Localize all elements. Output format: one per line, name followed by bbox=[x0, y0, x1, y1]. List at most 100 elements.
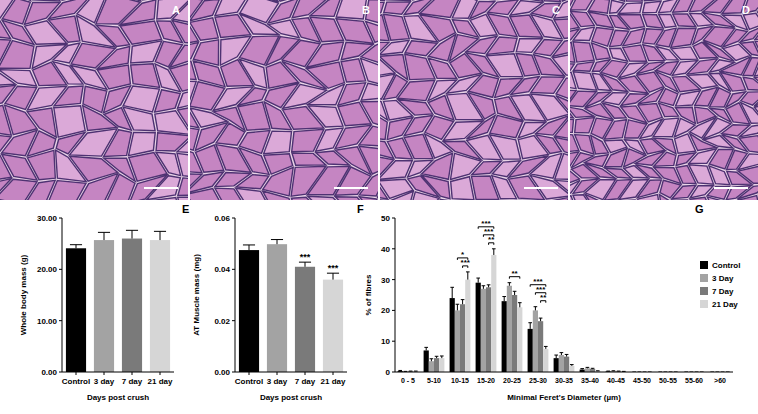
error-bar bbox=[430, 359, 434, 361]
bar bbox=[455, 310, 460, 372]
bar bbox=[460, 304, 465, 372]
error-cap bbox=[435, 356, 439, 357]
y-tick bbox=[59, 218, 62, 219]
error-cap bbox=[482, 285, 486, 286]
y-tick-label: 0.04 bbox=[214, 265, 230, 274]
bar bbox=[512, 295, 517, 372]
error-cap bbox=[409, 371, 413, 372]
panel-label: G bbox=[695, 203, 704, 215]
y-tick-label: 20.00 bbox=[37, 265, 58, 274]
y-tick bbox=[392, 218, 395, 219]
x-tick-label: 30-35 bbox=[555, 377, 573, 384]
x-axis bbox=[62, 372, 174, 373]
significance-label: * bbox=[461, 250, 465, 259]
scale-bar bbox=[524, 187, 558, 189]
error-cap bbox=[534, 306, 538, 307]
error-bar bbox=[554, 355, 558, 358]
error-bar bbox=[513, 291, 517, 295]
x-tick-label: 21 day bbox=[148, 377, 173, 386]
bar bbox=[465, 280, 470, 372]
muscle-fibers-light bbox=[190, 0, 378, 200]
y-tick-label: 40 bbox=[381, 245, 390, 254]
bar bbox=[439, 358, 444, 372]
error-bar bbox=[580, 368, 584, 370]
bar bbox=[569, 366, 574, 372]
y-tick bbox=[232, 320, 235, 321]
bar bbox=[295, 267, 315, 372]
muscle-fibers-light bbox=[0, 0, 188, 200]
error-bar bbox=[398, 370, 402, 372]
error-bar bbox=[70, 245, 82, 249]
panel-label: C bbox=[552, 4, 560, 16]
error-bar bbox=[596, 370, 600, 371]
legend-swatch bbox=[700, 287, 708, 295]
error-cap bbox=[476, 278, 480, 279]
y-axis bbox=[395, 218, 396, 372]
error-stem bbox=[277, 240, 278, 245]
histology-image bbox=[0, 0, 188, 200]
legend-swatch bbox=[700, 261, 708, 269]
error-stem bbox=[333, 273, 334, 279]
error-bar bbox=[424, 347, 428, 350]
error-cap bbox=[560, 352, 564, 353]
significance-label: *** bbox=[328, 263, 339, 273]
error-stem bbox=[504, 297, 505, 302]
error-cap bbox=[440, 355, 444, 356]
x-tick-label: 7 day bbox=[295, 377, 316, 386]
error-cap bbox=[539, 318, 543, 319]
error-cap bbox=[487, 284, 491, 285]
plot-area bbox=[239, 240, 343, 372]
y-tick-label: 30 bbox=[381, 276, 390, 285]
significance-label: *** bbox=[461, 258, 471, 267]
y-tick-label: 10.00 bbox=[37, 317, 58, 326]
error-stem bbox=[76, 245, 77, 249]
error-bar bbox=[534, 307, 538, 311]
error-cap bbox=[126, 230, 138, 231]
y-tick bbox=[232, 218, 235, 219]
bar bbox=[476, 283, 481, 372]
x-tick-label: 45-50 bbox=[633, 377, 651, 384]
bar bbox=[533, 310, 538, 372]
error-cap bbox=[570, 364, 574, 365]
bar bbox=[424, 350, 429, 372]
x-tick-label: 0 - 5 bbox=[401, 377, 415, 384]
error-stem bbox=[249, 245, 250, 250]
muscle-fibers bbox=[190, 0, 378, 200]
bar bbox=[559, 355, 564, 372]
bar bbox=[528, 329, 533, 372]
x-tick-label: 3 day bbox=[94, 377, 115, 386]
error-stem bbox=[514, 291, 515, 295]
significance-label: *** bbox=[300, 252, 311, 262]
muscle-fibers-light bbox=[380, 0, 568, 200]
muscle-fibers bbox=[570, 0, 758, 200]
significance-label: *** bbox=[536, 285, 546, 294]
y-tick-label: 0.00 bbox=[214, 368, 230, 377]
error-bar bbox=[482, 286, 486, 289]
y-tick bbox=[392, 372, 395, 373]
y-tick bbox=[392, 341, 395, 342]
legend-swatch bbox=[700, 274, 708, 282]
panel-label: E bbox=[182, 203, 189, 215]
bar bbox=[122, 239, 142, 372]
y-tick-label: 0.02 bbox=[214, 317, 230, 326]
bar bbox=[491, 255, 496, 372]
plot-area bbox=[398, 249, 730, 372]
x-tick-label: 55-60 bbox=[685, 377, 703, 384]
error-bar bbox=[327, 273, 339, 279]
error-cap bbox=[271, 239, 283, 240]
error-cap bbox=[461, 299, 465, 300]
error-cap bbox=[154, 231, 166, 232]
error-bar bbox=[450, 287, 454, 298]
error-stem bbox=[519, 303, 520, 308]
x-tick-label: 25-30 bbox=[529, 377, 547, 384]
x-tick-label: >60 bbox=[714, 377, 726, 384]
legend-label: Control bbox=[712, 261, 740, 270]
error-bar bbox=[539, 318, 543, 321]
y-tick bbox=[59, 269, 62, 270]
histology-image bbox=[190, 0, 378, 200]
scale-bar bbox=[144, 187, 178, 189]
error-bar bbox=[508, 283, 512, 286]
bar bbox=[585, 368, 590, 372]
scale-bar bbox=[714, 187, 748, 189]
error-cap bbox=[612, 370, 616, 371]
